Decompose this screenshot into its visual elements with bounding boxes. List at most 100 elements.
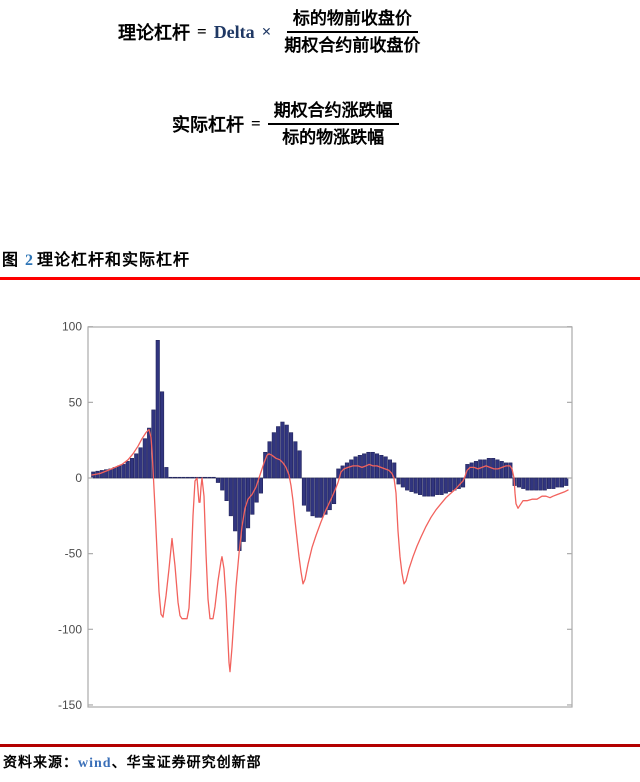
bar bbox=[168, 476, 173, 479]
source-label: 资料来源： bbox=[3, 756, 78, 771]
bar bbox=[134, 453, 139, 479]
bar bbox=[525, 477, 530, 491]
formula2-lhs: 实际杠杆 bbox=[172, 115, 244, 136]
bar bbox=[117, 465, 122, 479]
y-tick-label: 0 bbox=[75, 471, 82, 485]
bar bbox=[486, 458, 491, 479]
bar bbox=[276, 426, 281, 479]
source-separator: 、 bbox=[111, 756, 127, 771]
bar bbox=[160, 391, 165, 479]
formula-theoretical-leverage: 理论杠杆 = Delta × 标的物前收盘价 期权合约前收盘价 bbox=[118, 8, 426, 57]
bar bbox=[267, 441, 272, 479]
formula1-numerator: 标的物前收盘价 bbox=[286, 8, 418, 34]
bar bbox=[422, 477, 427, 497]
bar bbox=[349, 459, 354, 479]
bar bbox=[405, 477, 410, 491]
bar bbox=[396, 477, 401, 485]
bar bbox=[220, 477, 225, 491]
y-tick-label: 100 bbox=[62, 320, 82, 334]
bar bbox=[516, 477, 522, 488]
bar bbox=[211, 476, 216, 479]
bar bbox=[147, 427, 152, 479]
bar bbox=[430, 477, 436, 497]
figure-caption-prefix: 图 bbox=[2, 252, 20, 269]
bar bbox=[241, 477, 246, 542]
plot-box bbox=[87, 326, 573, 708]
bar bbox=[323, 477, 328, 515]
bar bbox=[383, 456, 388, 479]
bar bbox=[546, 477, 552, 489]
bar bbox=[142, 438, 147, 479]
bar bbox=[215, 477, 220, 483]
bar bbox=[555, 477, 560, 488]
bar bbox=[439, 477, 444, 495]
formula1-fraction: 标的物前收盘价 期权合约前收盘价 bbox=[278, 8, 426, 57]
actual-leverage-line bbox=[91, 428, 569, 673]
bar bbox=[310, 477, 315, 517]
bar bbox=[288, 432, 294, 479]
bar bbox=[284, 424, 289, 479]
equals-sign: = bbox=[251, 114, 261, 134]
bar bbox=[224, 477, 229, 501]
bar bbox=[207, 476, 212, 479]
bar bbox=[499, 461, 504, 479]
bar bbox=[319, 477, 324, 518]
bar bbox=[190, 476, 195, 479]
bar bbox=[413, 477, 418, 494]
bar bbox=[353, 456, 358, 479]
formula2-fraction: 期权合约涨跌幅 标的物涨跌幅 bbox=[267, 100, 399, 149]
bar bbox=[306, 477, 311, 512]
bar bbox=[469, 462, 474, 479]
bar bbox=[542, 477, 547, 491]
bar bbox=[344, 462, 350, 479]
y-tick-label: 50 bbox=[69, 395, 83, 409]
bar bbox=[400, 477, 405, 488]
bar bbox=[181, 476, 186, 479]
bar bbox=[482, 459, 487, 479]
bar bbox=[301, 477, 307, 506]
bar bbox=[551, 477, 556, 489]
equals-sign: = bbox=[197, 22, 207, 42]
bar bbox=[314, 477, 319, 518]
bar bbox=[534, 477, 539, 491]
bar bbox=[443, 477, 448, 494]
bar bbox=[508, 462, 513, 479]
bar bbox=[172, 476, 177, 479]
source-vendor: wind bbox=[78, 756, 112, 771]
bar bbox=[426, 477, 431, 497]
bar bbox=[121, 464, 126, 479]
figure-caption-title: 理论杠杆和实际杠杆 bbox=[37, 252, 191, 269]
bar bbox=[104, 469, 109, 479]
bar bbox=[293, 441, 298, 479]
formula1-denominator: 期权合约前收盘价 bbox=[284, 36, 421, 56]
figure-caption: 图 2 理论杠杆和实际杠杆 bbox=[2, 246, 190, 270]
bar bbox=[503, 462, 509, 479]
formula2-numerator: 期权合约涨跌幅 bbox=[267, 100, 399, 126]
formula1-delta: Delta bbox=[213, 21, 255, 42]
figure-number: 2 bbox=[25, 252, 35, 269]
bar bbox=[112, 467, 117, 479]
bar bbox=[297, 450, 302, 479]
bar bbox=[521, 477, 526, 489]
formula-actual-leverage: 实际杠杆 = 期权合约涨跌幅 标的物涨跌幅 bbox=[172, 100, 399, 149]
bar bbox=[125, 461, 130, 479]
bar bbox=[185, 476, 190, 479]
bar bbox=[155, 340, 160, 479]
y-tick-label: -50 bbox=[65, 547, 83, 561]
bar bbox=[448, 477, 453, 492]
formula1-lhs: 理论杠杆 bbox=[118, 23, 190, 44]
bar bbox=[233, 477, 238, 532]
bar bbox=[409, 477, 414, 492]
caption-divider-rule bbox=[0, 277, 640, 280]
bar bbox=[177, 476, 182, 479]
source-note: 资料来源：wind、华宝证券研究创新部 bbox=[3, 752, 262, 772]
bar bbox=[538, 477, 543, 491]
bar bbox=[129, 458, 134, 479]
bar bbox=[203, 476, 208, 479]
bar bbox=[529, 477, 534, 491]
bar bbox=[228, 477, 233, 517]
bar bbox=[473, 461, 479, 479]
formula2-denominator: 标的物涨跌幅 bbox=[282, 128, 385, 148]
